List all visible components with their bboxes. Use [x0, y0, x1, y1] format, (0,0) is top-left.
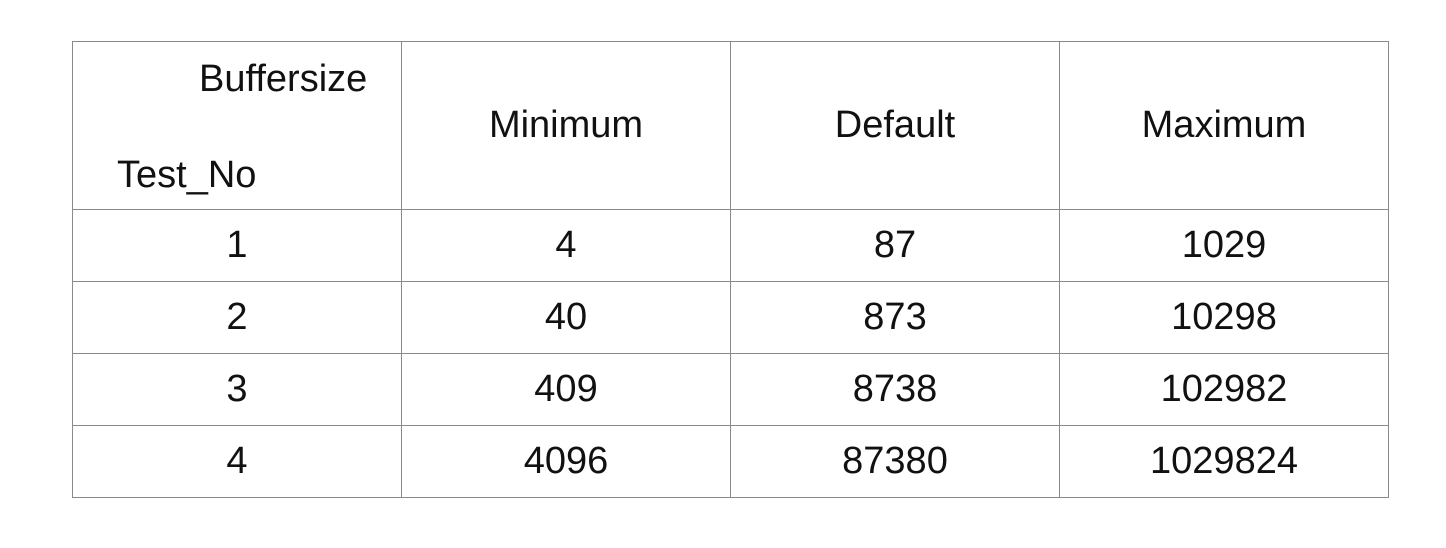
- column-header-minimum: Minimum: [401, 41, 731, 210]
- table-row: 3 409 8738 102982: [72, 353, 1389, 426]
- default-cell: 87: [730, 209, 1060, 282]
- test-no-cell: 1: [72, 209, 402, 282]
- maximum-cell: 10298: [1059, 281, 1389, 354]
- maximum-cell: 1029824: [1059, 425, 1389, 498]
- table-row: 1 4 87 1029: [72, 209, 1389, 282]
- buffersize-table: Buffersize Test_No Minimum Default Maxim…: [72, 41, 1389, 498]
- test-no-cell: 2: [72, 281, 402, 354]
- minimum-cell: 409: [401, 353, 731, 426]
- column-axis-label: Buffersize: [199, 58, 368, 100]
- test-no-cell: 3: [72, 353, 402, 426]
- corner-header-cell: Buffersize Test_No: [72, 41, 402, 210]
- column-header-default: Default: [730, 41, 1060, 210]
- table-row: 4 4096 87380 1029824: [72, 425, 1389, 498]
- default-cell: 87380: [730, 425, 1060, 498]
- maximum-cell: 1029: [1059, 209, 1389, 282]
- minimum-cell: 4096: [401, 425, 731, 498]
- header-row: Buffersize Test_No Minimum Default Maxim…: [72, 41, 1389, 210]
- minimum-cell: 4: [401, 209, 731, 282]
- default-cell: 8738: [730, 353, 1060, 426]
- maximum-cell: 102982: [1059, 353, 1389, 426]
- default-cell: 873: [730, 281, 1060, 354]
- minimum-cell: 40: [401, 281, 731, 354]
- table-row: 2 40 873 10298: [72, 281, 1389, 354]
- row-axis-label: Test_No: [117, 154, 257, 196]
- column-header-maximum: Maximum: [1059, 41, 1389, 210]
- test-no-cell: 4: [72, 425, 402, 498]
